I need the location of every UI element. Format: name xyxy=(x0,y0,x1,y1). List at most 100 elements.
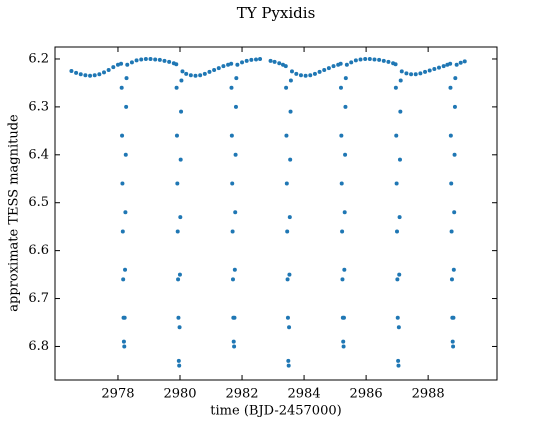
data-point xyxy=(423,69,428,74)
data-point xyxy=(143,56,148,61)
data-point xyxy=(244,58,249,63)
data-point xyxy=(69,68,74,73)
y-tick-label: 6.3 xyxy=(28,99,49,114)
data-point xyxy=(298,73,303,78)
y-tick-label: 6.8 xyxy=(28,339,49,354)
data-point xyxy=(358,57,363,62)
data-point xyxy=(123,267,128,272)
x-tick-label: 2978 xyxy=(101,387,134,402)
data-point xyxy=(258,56,263,61)
data-point xyxy=(207,69,212,74)
x-tick-label: 2980 xyxy=(163,387,196,402)
data-point xyxy=(285,229,290,234)
data-point xyxy=(342,267,347,272)
data-point xyxy=(178,215,183,220)
data-point xyxy=(233,210,238,215)
data-point xyxy=(394,181,399,186)
data-point xyxy=(451,344,456,349)
data-point xyxy=(393,85,398,90)
data-point xyxy=(176,277,181,282)
data-point xyxy=(129,60,134,65)
x-tick-label: 2982 xyxy=(225,387,258,402)
data-point xyxy=(308,73,313,78)
data-point xyxy=(233,152,238,157)
data-point xyxy=(284,85,289,90)
data-point xyxy=(462,59,467,64)
data-point xyxy=(436,65,441,70)
data-point xyxy=(342,210,347,215)
data-point xyxy=(253,57,258,62)
data-point xyxy=(176,315,181,320)
data-point xyxy=(174,62,179,67)
x-tick-label: 2984 xyxy=(288,387,321,402)
data-point xyxy=(287,215,292,220)
data-point xyxy=(139,57,144,62)
data-point xyxy=(395,315,400,320)
data-point xyxy=(372,57,377,62)
data-point xyxy=(78,72,83,77)
data-point xyxy=(396,358,401,363)
data-point xyxy=(74,70,79,75)
data-point xyxy=(157,57,162,62)
data-point xyxy=(240,60,245,65)
data-point xyxy=(386,59,391,64)
data-point xyxy=(343,76,348,81)
data-point xyxy=(123,152,128,157)
data-point xyxy=(92,73,97,78)
data-point xyxy=(458,60,463,65)
data-point xyxy=(396,363,401,368)
data-point xyxy=(177,363,182,368)
data-point xyxy=(175,181,180,186)
data-point xyxy=(343,104,348,109)
data-point xyxy=(119,85,124,90)
data-point xyxy=(284,181,289,186)
data-point xyxy=(427,68,432,73)
data-point xyxy=(397,157,402,162)
data-point xyxy=(452,210,457,215)
data-point xyxy=(326,66,331,71)
data-point xyxy=(340,229,345,234)
data-point xyxy=(288,109,293,114)
data-point xyxy=(341,344,346,349)
data-point xyxy=(451,267,456,272)
data-point xyxy=(344,62,349,67)
data-point xyxy=(177,325,182,330)
data-point xyxy=(363,56,368,61)
data-point xyxy=(312,71,317,76)
data-point xyxy=(174,133,179,138)
data-point xyxy=(432,67,437,72)
data-point xyxy=(179,78,184,83)
x-axis-label: time (BJD-2457000) xyxy=(210,404,341,419)
data-point xyxy=(381,58,386,63)
data-point xyxy=(184,71,189,76)
data-point xyxy=(120,133,125,138)
data-point xyxy=(134,58,139,63)
data-point xyxy=(229,85,234,90)
data-point xyxy=(394,133,399,138)
data-point xyxy=(287,272,292,277)
data-point xyxy=(198,73,203,78)
data-point xyxy=(287,325,292,330)
data-point xyxy=(88,73,93,78)
data-point xyxy=(121,339,126,344)
data-point xyxy=(404,71,409,76)
data-point xyxy=(229,61,234,66)
data-point xyxy=(451,315,456,320)
data-point xyxy=(188,73,193,78)
data-point xyxy=(341,315,346,320)
data-point xyxy=(396,325,401,330)
y-tick-label: 6.2 xyxy=(28,51,49,66)
data-point xyxy=(413,72,418,77)
data-point xyxy=(317,69,322,74)
data-point xyxy=(234,76,239,81)
data-point xyxy=(448,133,453,138)
data-point xyxy=(286,358,291,363)
data-point xyxy=(343,152,348,157)
data-point xyxy=(289,69,294,74)
data-point xyxy=(349,60,354,65)
data-point xyxy=(123,210,128,215)
data-point xyxy=(212,67,217,72)
data-point xyxy=(180,69,185,74)
data-point xyxy=(235,62,240,67)
plot-frame xyxy=(54,46,498,381)
